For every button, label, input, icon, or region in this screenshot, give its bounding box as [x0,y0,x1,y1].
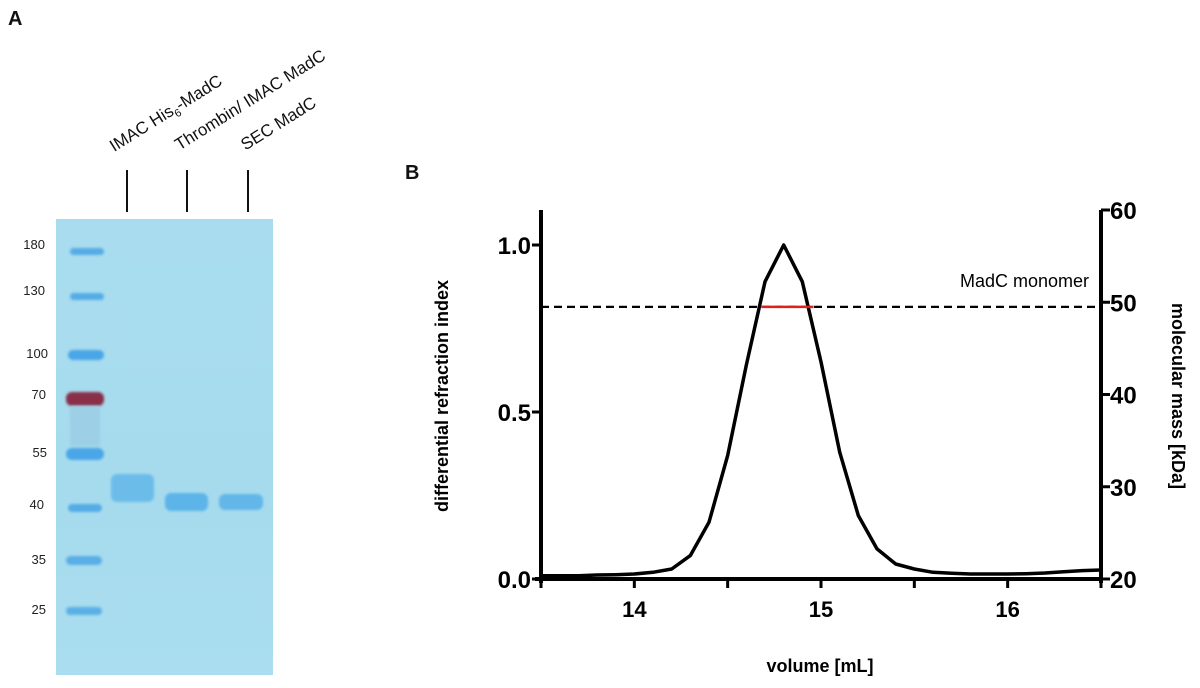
ladder-band-130 [70,293,104,300]
y2-tick-label: 60 [1110,198,1137,225]
ladder-band-55 [66,448,104,460]
y2-tick-label: 50 [1110,290,1137,317]
mw-label-100: 100 [26,346,48,361]
y-tick-label: 0.5 [498,400,531,427]
ladder-band-70 [66,392,104,406]
mw-label-35: 35 [31,552,46,567]
ladder-band-35 [66,556,102,565]
y2-tick-label: 30 [1110,475,1137,502]
ladder-smear [70,406,100,446]
panel-b-letter: B [405,162,420,184]
mw-label-40: 40 [29,497,44,512]
mw-label-130: 130 [23,283,45,298]
mw-label-55: 55 [32,445,47,460]
lane-tick-3 [247,170,249,212]
sds-page-gel [56,219,273,675]
ladder-band-25 [66,607,102,615]
y-axis-label: differential refraction index [432,280,452,512]
reference-line-label: MadC monomer [960,271,1089,291]
lane-tick-1 [126,170,128,212]
mw-label-25: 25 [31,602,46,617]
x-tick-label: 15 [809,597,833,622]
x-axis-label: volume [mL] [766,656,873,676]
sample-band-lane-1 [111,474,154,502]
x-tick-label: 16 [995,597,1019,622]
mw-label-70: 70 [31,387,46,402]
ladder-band-180 [70,248,104,255]
y2-tick-label: 20 [1110,567,1137,594]
sample-band-lane-3 [219,494,263,510]
y-tick-label: 0.0 [498,567,531,594]
x-tick-label: 14 [622,597,647,622]
y2-axis-label: molecular mass [kDa] [1168,303,1188,489]
mw-label-180: 180 [23,237,45,252]
refraction-index-trace [541,243,1102,578]
ladder-band-40 [68,504,102,512]
ladder-band-100 [68,350,104,360]
panel-a-letter: A [8,8,23,30]
sample-band-lane-2 [165,493,208,511]
lane-tick-2 [186,170,188,212]
y-tick-label: 1.0 [498,233,531,260]
y2-tick-label: 40 [1110,383,1137,410]
